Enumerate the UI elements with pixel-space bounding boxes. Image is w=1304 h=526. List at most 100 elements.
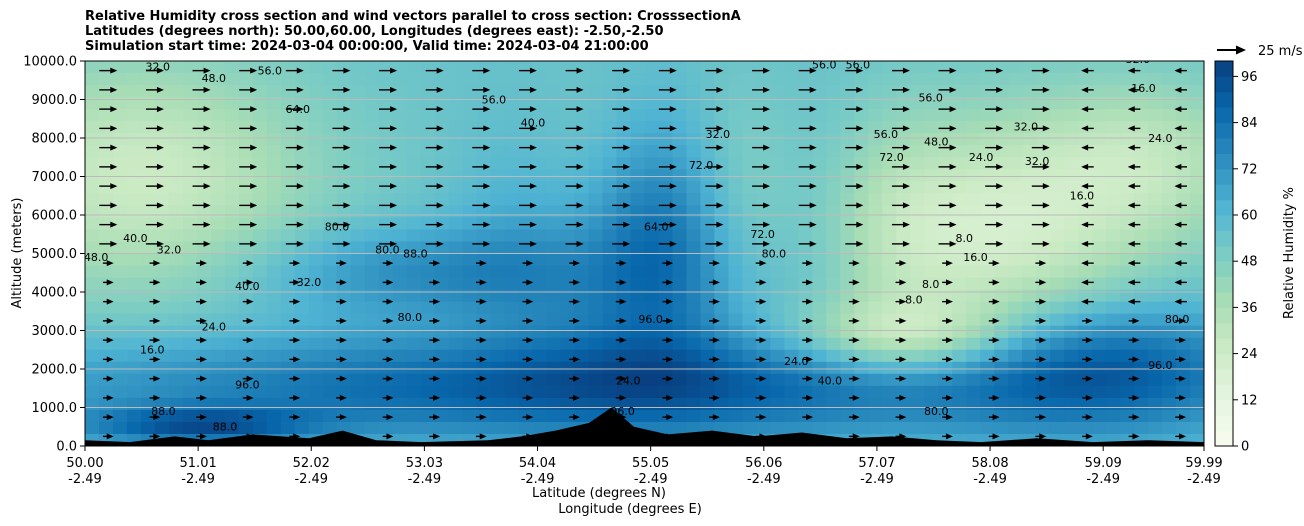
y-tick-label: 8000.0 [32, 132, 78, 147]
humidity-cell [952, 73, 967, 86]
humidity-cell [644, 121, 660, 134]
wind-arrowhead [436, 183, 444, 190]
wind-arrowhead [1039, 414, 1047, 421]
humidity-cell [714, 133, 730, 146]
humidity-cell [322, 301, 338, 315]
humidity-cell [686, 169, 702, 182]
humidity-cell [238, 373, 254, 387]
humidity-cell [238, 229, 254, 243]
humidity-cell [196, 193, 212, 206]
wind-arrowhead [526, 433, 534, 440]
wind-arrowhead [669, 144, 677, 151]
wind-arrowhead [902, 144, 910, 151]
contour-label: 16.0 [1070, 190, 1095, 203]
wind-arrowhead [246, 298, 254, 305]
humidity-cell [1134, 97, 1149, 110]
humidity-cell [700, 205, 716, 219]
humidity-cell [728, 121, 744, 134]
humidity-cell [1050, 349, 1065, 363]
humidity-cell [980, 337, 995, 351]
humidity-cell [924, 409, 939, 423]
wind-arrowhead [390, 183, 398, 190]
humidity-cell [1078, 349, 1093, 363]
wind-arrowhead [809, 163, 817, 170]
humidity-cell [1148, 289, 1163, 303]
wind-arrowhead [899, 298, 907, 305]
humidity-cell [168, 193, 184, 206]
humidity-cell [378, 241, 394, 255]
wind-arrowhead [250, 144, 258, 151]
humidity-cell [980, 421, 995, 435]
humidity-cell [588, 193, 604, 206]
humidity-cell [882, 253, 897, 267]
humidity-cell [854, 265, 869, 279]
humidity-cell [966, 133, 981, 146]
wind-arrowhead [483, 125, 491, 132]
contour-label: 56.0 [874, 128, 899, 141]
humidity-cell [476, 109, 492, 122]
x-axis-label-longitude: Longitude (degrees E) [558, 502, 702, 517]
wind-arrowhead [996, 86, 1004, 93]
humidity-cell [1022, 301, 1037, 315]
humidity-cell [868, 277, 883, 291]
humidity-cell [966, 169, 981, 182]
humidity-cell [700, 241, 716, 255]
humidity-cell [1008, 409, 1023, 423]
humidity-cell [85, 193, 100, 206]
humidity-cell [658, 133, 674, 146]
humidity-cell [266, 277, 282, 291]
humidity-cell [770, 289, 785, 303]
wind-arrowhead [623, 202, 631, 209]
humidity-cell [840, 265, 855, 279]
humidity-cell [1064, 97, 1079, 110]
humidity-cell [630, 253, 646, 267]
humidity-cell [126, 169, 142, 182]
humidity-cell [1092, 313, 1107, 327]
humidity-cell [476, 373, 492, 387]
humidity-cell [784, 73, 799, 86]
wind-arrowhead [199, 414, 207, 421]
wind-arrowhead [433, 394, 441, 401]
humidity-cell [336, 301, 352, 315]
wind-arrowhead [1085, 375, 1093, 382]
humidity-cell [868, 193, 883, 206]
humidity-cell [196, 385, 212, 399]
humidity-cell [686, 145, 702, 158]
humidity-cell [322, 385, 338, 399]
humidity-cell [1134, 265, 1149, 279]
humidity-cell [1106, 361, 1121, 375]
humidity-cell [266, 409, 282, 423]
humidity-cell [700, 145, 716, 158]
humidity-cell [210, 265, 226, 279]
humidity-cell [518, 73, 534, 86]
humidity-cell [784, 85, 799, 98]
wind-arrowhead [529, 125, 537, 132]
colorbar-band [1215, 338, 1233, 355]
humidity-cell [1106, 97, 1121, 110]
chart-title: Relative Humidity cross section and wind… [85, 9, 741, 54]
humidity-cell [350, 313, 366, 327]
colorbar-band [1215, 307, 1233, 324]
humidity-cell [280, 169, 296, 182]
humidity-cell [784, 397, 799, 411]
wind-arrowhead [339, 356, 347, 363]
wind-arrowhead [899, 337, 907, 344]
humidity-cell [1036, 385, 1051, 399]
humidity-cell [518, 277, 534, 291]
humidity-cell [168, 169, 184, 182]
humidity-cell [182, 349, 198, 363]
humidity-cell [406, 397, 422, 411]
humidity-cell [1050, 145, 1065, 158]
humidity-cell [784, 241, 799, 255]
humidity-cell [1148, 277, 1163, 291]
wind-arrowhead [669, 125, 677, 132]
humidity-cell [672, 265, 688, 279]
humidity-cell [742, 397, 757, 411]
contour-label: 80.0 [924, 405, 949, 418]
wind-arrowhead [899, 394, 907, 401]
wind-arrowhead [572, 356, 580, 363]
humidity-cell [630, 145, 646, 158]
humidity-cell [98, 241, 114, 255]
wind-arrowhead [763, 106, 771, 113]
humidity-cell [1008, 121, 1023, 134]
